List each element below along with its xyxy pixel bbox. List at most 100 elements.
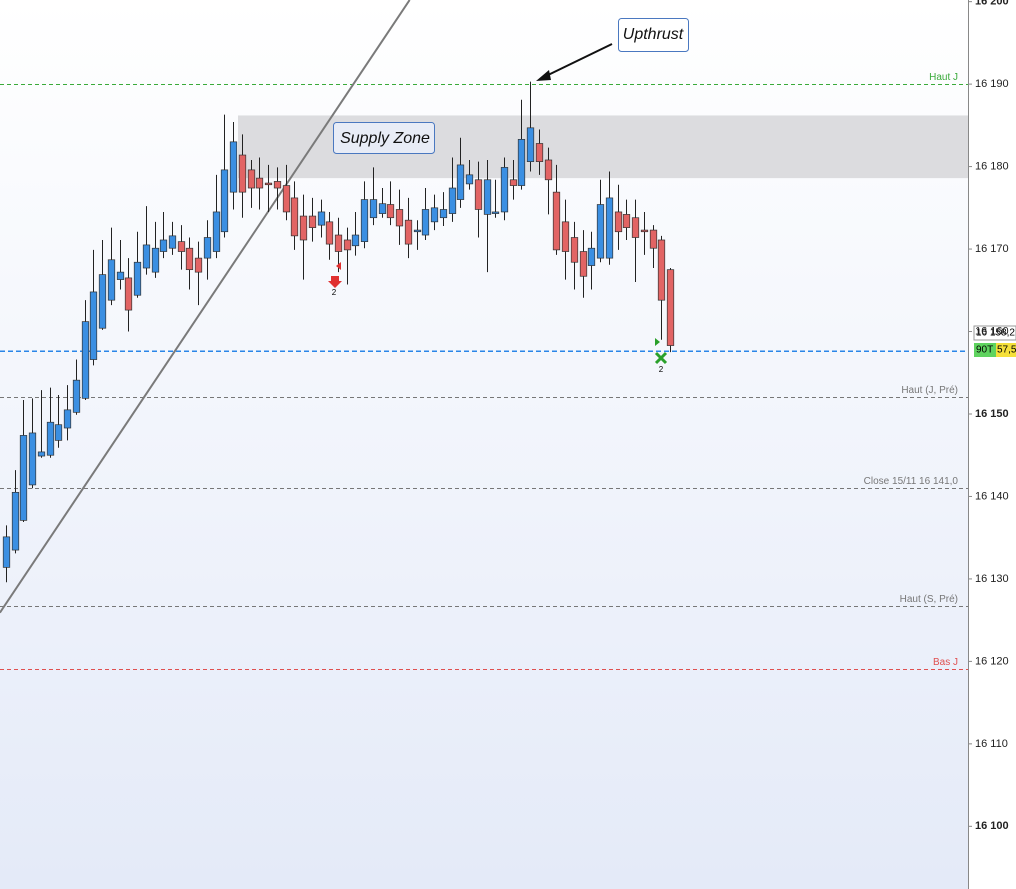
candle-body (622, 214, 631, 228)
candle-body (151, 247, 160, 273)
candle-body (640, 229, 649, 233)
candle-body (605, 197, 614, 259)
candle-body (631, 217, 640, 238)
candle-body (448, 187, 457, 214)
price-tag (974, 343, 996, 357)
y-tick-label: 16 200 (975, 0, 1009, 8)
candle-body (649, 229, 658, 249)
trendline (0, 0, 411, 614)
candle-body (404, 219, 413, 245)
level-label: Bas J (933, 657, 958, 668)
candle-body (421, 209, 430, 236)
candle-body (142, 244, 151, 269)
signal-label: 2 (332, 288, 337, 297)
candle-body (614, 211, 623, 233)
candle-body (177, 241, 186, 252)
candle-body (124, 277, 133, 311)
candle-body (19, 435, 28, 521)
candle-body (500, 167, 509, 213)
level-label: Close 15/11 16 141,0 (864, 476, 959, 487)
y-tick-label: 16 120 (975, 655, 1009, 667)
y-tick-label: 16 150 (975, 408, 1009, 420)
candle-body (544, 159, 553, 181)
candle-body (2, 536, 11, 568)
candle-body (54, 424, 63, 441)
candle-body (220, 169, 229, 233)
candle-body (264, 182, 273, 186)
candle-body (46, 421, 55, 456)
price-tag (973, 325, 1016, 341)
candle-body (517, 139, 526, 186)
candle-body (98, 274, 107, 329)
candle-body (587, 247, 596, 266)
candle-body (282, 185, 291, 213)
candle-body (596, 204, 605, 259)
y-tick-label: 16 130 (975, 573, 1009, 585)
candle-body (491, 211, 500, 214)
candle-body (474, 179, 483, 210)
y-tick-label: 16 140 (975, 490, 1009, 502)
candle-body (308, 215, 317, 228)
candle-body (509, 179, 518, 186)
candle-body (351, 234, 360, 247)
candle-body (229, 141, 238, 193)
candle-body (116, 271, 125, 280)
candle-body (570, 237, 579, 263)
candle-body (343, 239, 352, 251)
candle-body (212, 211, 221, 252)
candle-body (483, 179, 492, 215)
candle-body (72, 379, 81, 413)
candle-body (89, 291, 98, 360)
candle-body (430, 207, 439, 223)
candle-body (299, 215, 308, 241)
candle-body (386, 204, 395, 219)
price-tag (996, 343, 1016, 357)
price-tag-text: 16 158,2 (976, 328, 1015, 339)
candle-body (28, 432, 37, 486)
annotation-arrowhead (536, 70, 551, 81)
candle-body (456, 164, 465, 200)
candle-body (107, 259, 116, 301)
candle-body (526, 127, 535, 162)
candle-body (579, 251, 588, 277)
y-tick-label: 16 170 (975, 243, 1009, 255)
y-tick-label: 16 100 (975, 820, 1009, 832)
y-tick-label: 16 180 (975, 160, 1009, 172)
y-tick-label: 16 110 (975, 738, 1008, 750)
annotation-text: Upthrust (623, 26, 684, 43)
y-tick-label: 16 190 (975, 78, 1009, 90)
candle-body (11, 491, 20, 551)
candle-body (290, 197, 299, 237)
signal-label: 2 (659, 365, 664, 374)
candle-body (552, 191, 561, 251)
annotation-arrow (545, 43, 613, 77)
level-label: Haut (J, Pré) (901, 385, 958, 396)
candle-body (255, 177, 264, 189)
candle-body (413, 229, 422, 233)
candle-body (535, 143, 544, 162)
candle-body (194, 257, 203, 273)
signal-marker (336, 262, 341, 270)
candle-body (395, 209, 404, 227)
candle-body (666, 269, 675, 346)
level-label: Haut J (929, 72, 958, 83)
candle-body (81, 321, 90, 399)
candle-body (238, 154, 247, 193)
candle-body (465, 174, 474, 185)
level-label: Haut (S, Pré) (900, 594, 958, 605)
candle-body (657, 239, 666, 301)
annotation-box (618, 18, 689, 52)
price-tag-text: 57,5 (997, 345, 1016, 356)
candle-body (63, 409, 72, 429)
signal-marker (655, 338, 660, 346)
candle-body (439, 209, 448, 219)
zone-label-box (333, 122, 435, 154)
candle-body (317, 211, 326, 226)
sell-signal (328, 276, 342, 288)
candle-body (369, 199, 378, 219)
buy-signal (654, 351, 668, 365)
zone-label: Supply Zone (340, 130, 430, 147)
axis-background (968, 0, 1016, 889)
candle-body (325, 221, 334, 245)
